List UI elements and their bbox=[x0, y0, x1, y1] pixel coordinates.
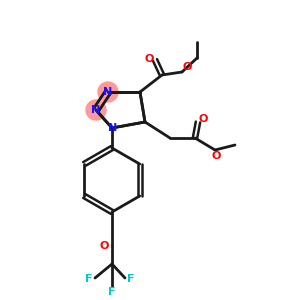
Text: N: N bbox=[103, 87, 112, 97]
Text: N: N bbox=[108, 123, 118, 133]
Text: F: F bbox=[127, 274, 135, 284]
Text: F: F bbox=[108, 287, 116, 297]
Circle shape bbox=[86, 100, 106, 120]
Text: F: F bbox=[85, 274, 93, 284]
Text: O: O bbox=[211, 151, 221, 161]
Text: O: O bbox=[99, 241, 109, 251]
Circle shape bbox=[98, 82, 118, 102]
Text: N: N bbox=[92, 105, 100, 115]
Text: O: O bbox=[182, 62, 192, 72]
Text: O: O bbox=[144, 54, 154, 64]
Text: O: O bbox=[198, 114, 208, 124]
